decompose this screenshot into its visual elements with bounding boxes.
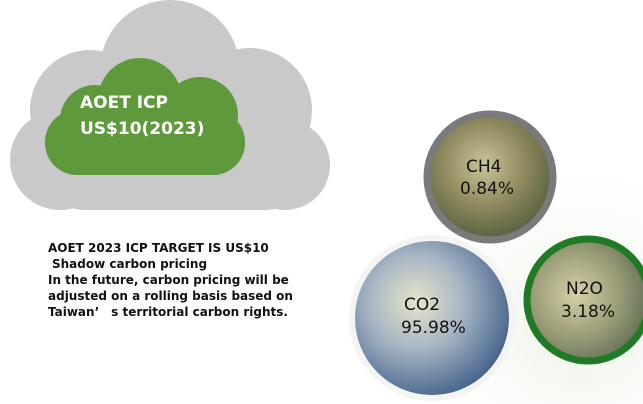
ch4-globe — [427, 114, 553, 240]
gas-name: CO2 — [404, 295, 440, 315]
page: {"cloud": {"lines": ["AOET ICP", "US$10(… — [0, 0, 643, 404]
gas-share: 0.84% — [460, 179, 514, 199]
description-line: adjusted on a rolling basis based on — [48, 289, 293, 303]
description-line: In the future, carbon pricing will be — [48, 273, 289, 287]
gas-name: N2O — [566, 279, 603, 299]
infographic: AOET ICP US$10(2023) AOET 2023 ICP TARGE… — [0, 0, 643, 404]
cloud-line: US$10(2023) — [80, 119, 204, 139]
n2o-globe — [527, 239, 643, 361]
gas-share: 3.18% — [561, 302, 615, 322]
description-line: AOET 2023 ICP TARGET IS US$10 — [48, 241, 269, 255]
gas-name: CH4 — [466, 157, 501, 177]
description-line: Taiwan’ s territorial carbon rights. — [48, 305, 288, 319]
description-line: Shadow carbon pricing — [52, 257, 207, 271]
gas-share: 95.98% — [401, 318, 466, 338]
cloud-line: AOET ICP — [80, 93, 168, 113]
